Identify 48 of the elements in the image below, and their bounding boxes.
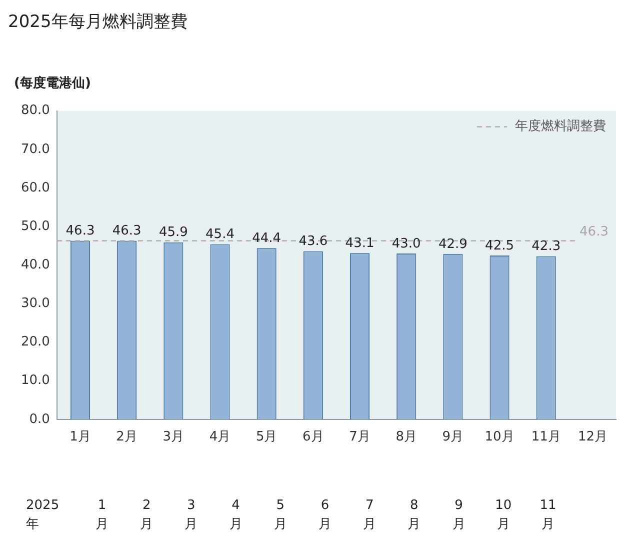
data-label: 42.9 [438, 236, 468, 252]
text: 2月 [139, 497, 154, 534]
data-label: 46.3 [66, 224, 95, 239]
data-label: 43.0 [392, 236, 421, 252]
y-tick-label: 80.0 [20, 103, 50, 118]
data-label: 43.1 [345, 236, 374, 252]
x-tick-label: 8月 [396, 430, 417, 445]
y-tick-label: 40.0 [20, 257, 50, 272]
y-tick-label: 0.0 [29, 412, 50, 427]
legend-label: 年度燃料調整費 [515, 118, 606, 134]
annotation: 46.3 [580, 224, 608, 240]
x-tick-label: 6月 [302, 430, 324, 445]
x-tick-label: 1月 [70, 430, 91, 445]
text: 5月 [272, 497, 288, 534]
y-tick-label: 50.0 [20, 218, 50, 234]
data-label: 42.5 [485, 238, 514, 254]
y-tick-label: 70.0 [20, 142, 50, 157]
x-tick-label: 10月 [484, 430, 514, 445]
data-label: 45.4 [206, 227, 234, 242]
chart-title: 2025年每月燃料調整費 [8, 11, 188, 33]
data-label: 43.6 [298, 234, 328, 250]
y-tick-label: 60.0 [20, 180, 50, 196]
y-tick-label: 20.0 [20, 334, 50, 350]
x-tick-label: 2月 [116, 430, 138, 445]
x-tick-label: 5月 [256, 430, 278, 445]
x-tick-label: 3月 [162, 430, 184, 445]
data-label: 42.3 [532, 239, 561, 254]
data-label: 45.9 [158, 225, 188, 240]
data-label: 46.3 [112, 224, 142, 239]
x-tick-label: 7月 [349, 430, 370, 445]
y-tick-label: 10.0 [20, 373, 50, 388]
text: 6月 [318, 497, 332, 534]
x-tick-label: 9月 [442, 430, 464, 445]
text: 1月 [94, 497, 110, 534]
text: 11月 [538, 497, 558, 534]
text: 2025年 [26, 497, 60, 534]
text: 3月 [184, 497, 199, 534]
x-tick-label: 4月 [209, 430, 231, 445]
text: 9月 [451, 497, 466, 534]
text: 7月 [362, 497, 378, 534]
data-label: 44.4 [252, 231, 282, 246]
x-tick-label: 11月 [531, 430, 561, 445]
y-axis-title: (每度電港仙) [14, 74, 91, 92]
text: 4月 [228, 497, 244, 534]
y-tick-label: 30.0 [20, 296, 50, 312]
x-tick-label: 12月 [578, 430, 608, 445]
text: 10月 [494, 497, 513, 534]
text: 8月 [406, 497, 422, 534]
